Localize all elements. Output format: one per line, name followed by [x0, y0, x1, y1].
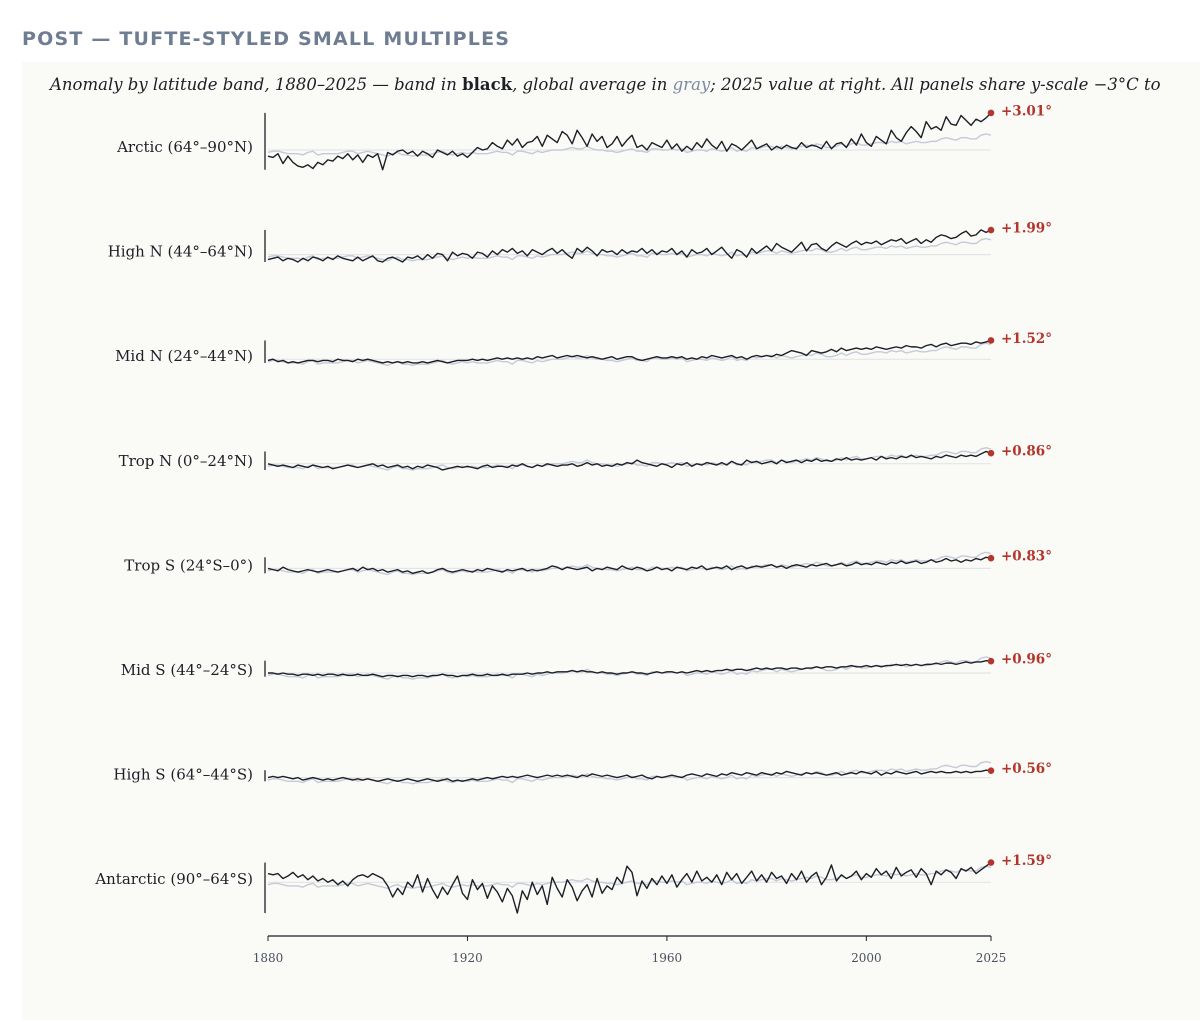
band-line — [267, 556, 992, 575]
global-line — [267, 237, 992, 262]
band-line — [267, 450, 992, 471]
global-line — [267, 133, 992, 157]
x-tick-label: 1920 — [452, 951, 483, 965]
end-label: +0.86° — [1001, 444, 1052, 460]
panel-background — [22, 62, 1200, 1020]
end-dot — [987, 337, 995, 344]
global-line — [267, 342, 992, 367]
x-tick-label: 2000 — [851, 951, 882, 965]
end-dot — [987, 449, 995, 457]
band-line — [268, 659, 992, 678]
end-dot — [987, 226, 995, 234]
end-dot — [987, 859, 995, 866]
x-tick-label: 1960 — [652, 951, 683, 965]
end-dot — [987, 767, 995, 774]
end-label: +0.83° — [1001, 549, 1052, 565]
subtitle-gray: gray — [673, 75, 711, 94]
subtitle-text: , global average in — [512, 75, 673, 94]
subtitle-text: ; 2025 value at right. All panels share … — [709, 75, 1160, 94]
end-label: +1.52° — [1001, 331, 1052, 347]
end-label: +0.56° — [1001, 761, 1052, 777]
x-tick-label: 2025 — [976, 951, 1007, 965]
end-dot — [987, 109, 995, 117]
panel-label: Trop N (0°–24°N) — [119, 452, 253, 470]
subtitle-text: Anomaly by latitude band, 1880–2025 — ba… — [48, 75, 462, 94]
panel-label: High S (64°–44°S) — [113, 766, 253, 784]
subtitle: Anomaly by latitude band, 1880–2025 — ba… — [48, 75, 1161, 94]
x-tick-label: 1880 — [253, 951, 284, 965]
panel-label: Mid N (24°–44°N) — [115, 347, 253, 365]
end-label: +1.99° — [1001, 221, 1052, 237]
band-line — [267, 112, 992, 171]
end-label: +0.96° — [1001, 652, 1052, 668]
end-label: +1.59° — [1001, 853, 1052, 869]
end-dot — [987, 657, 995, 665]
panel-label: Mid S (44°–24°S) — [121, 661, 253, 679]
end-dot — [987, 554, 995, 562]
end-label: +3.01° — [1001, 103, 1052, 119]
panel-label: Trop S (24°S–0°) — [124, 556, 253, 574]
band-line — [267, 339, 992, 364]
band-line — [267, 769, 992, 782]
chart-title: POST — TUFTE-STYLED SMALL MULTIPLES — [22, 28, 510, 50]
panel-label: Antarctic (90°–64°S) — [94, 870, 253, 888]
band-line — [267, 229, 992, 263]
subtitle-emphasis: black — [462, 75, 513, 94]
panel-label: Arctic (64°–90°N) — [116, 138, 253, 156]
band-line — [267, 862, 992, 914]
panel-label: High N (44°–64°N) — [108, 243, 253, 261]
global-line — [267, 551, 992, 576]
